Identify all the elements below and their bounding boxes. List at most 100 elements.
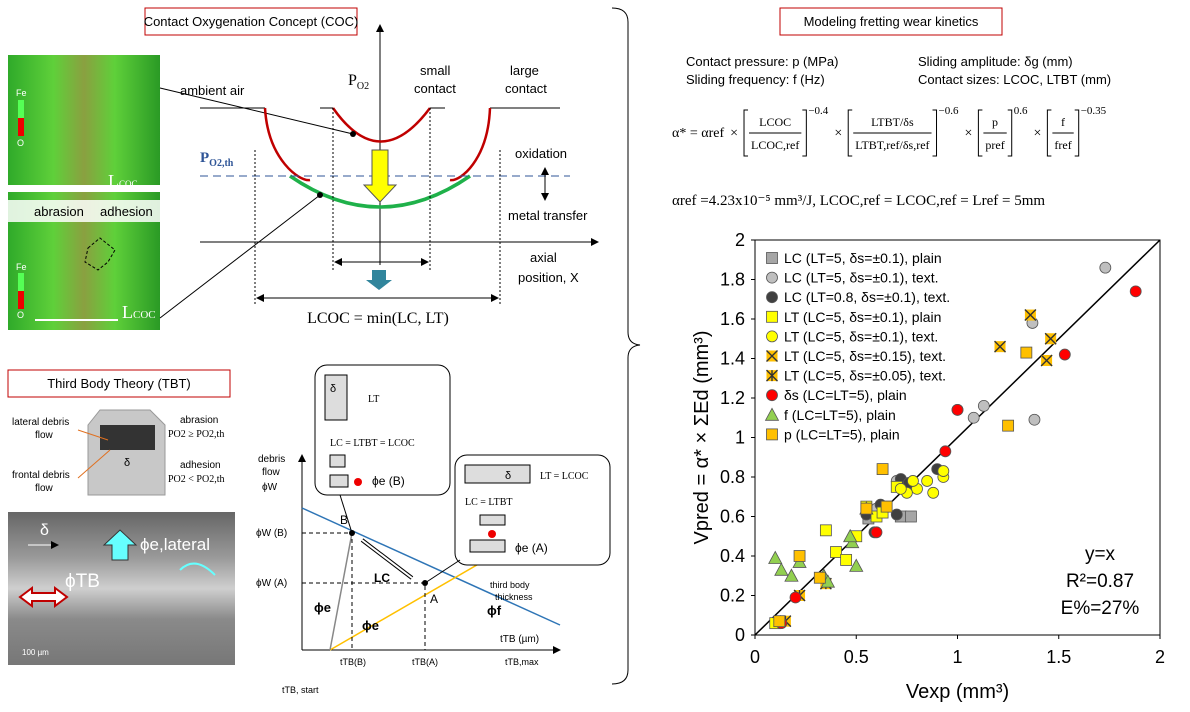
y-tick-label: 1	[735, 428, 745, 448]
label: debris	[258, 454, 285, 465]
square-marker	[880, 500, 893, 513]
label-bg	[8, 200, 188, 222]
param: Contact pressure: p (MPa)	[686, 54, 838, 69]
text-part: L	[122, 302, 133, 322]
denominator: LTBT,ref/δs,ref	[855, 138, 929, 152]
color-bar	[18, 100, 24, 118]
bracket	[611, 7, 641, 685]
scatter-plot: 0 0.5 1 1.5 2 0 0.2 0.4 0.6 0.8 1 1.2 1.4 1.6 1.8 2 Vexp…	[691, 230, 1165, 703]
square-marker	[773, 615, 786, 628]
y-tick-label: 0.6	[720, 507, 745, 527]
label: tTB (µm)	[500, 634, 539, 645]
label: ϕW (B)	[256, 528, 287, 539]
text-part: O2	[357, 81, 369, 92]
exponent: −0.4	[808, 105, 828, 117]
label: ϕTB	[65, 571, 100, 592]
eq-lead: α* = αref	[672, 126, 724, 141]
legend-marker	[766, 310, 778, 323]
annotation: R²=0.87	[1066, 571, 1134, 592]
label: tTB,max	[505, 657, 539, 667]
particle	[488, 530, 496, 538]
label: ϕW	[262, 482, 278, 493]
scale: 100 µm	[22, 648, 49, 657]
circle-marker	[870, 526, 883, 539]
denominator: fref	[1054, 138, 1071, 152]
particle	[354, 478, 362, 486]
contact	[100, 425, 155, 450]
numerator: LTBT/δs	[871, 115, 914, 129]
square-marker	[1002, 419, 1015, 432]
square-marker	[905, 510, 917, 523]
label: small	[420, 63, 450, 78]
numerator: f	[1061, 115, 1065, 129]
legend-label: p (LC=LT=5), plain	[784, 426, 900, 442]
leader	[424, 559, 461, 584]
triangle-marker	[768, 550, 783, 564]
annotation: y=x	[1085, 544, 1116, 565]
legend-marker	[766, 252, 778, 264]
shape	[329, 474, 349, 488]
label: flow	[262, 467, 281, 478]
marker-cross	[994, 340, 1007, 353]
circle-marker	[951, 403, 964, 416]
text-part: O2,th	[209, 158, 234, 169]
legend-label: LT (LC=5, δs=±0.1), text.	[784, 328, 938, 344]
legend-label: LT (LC=5, δs=±0.05), text.	[784, 368, 946, 384]
label: δ	[330, 383, 336, 395]
circle-marker	[937, 465, 950, 477]
x-tick-label: 0.5	[844, 647, 869, 667]
x-marker	[994, 340, 1007, 353]
circle-marker	[927, 486, 940, 499]
marker-cross	[1044, 332, 1057, 345]
label: tTB(A)	[412, 657, 438, 667]
outline	[84, 237, 116, 271]
label: flow	[35, 483, 54, 494]
circle-marker	[1129, 285, 1142, 298]
y-tick-label: 0.2	[720, 586, 745, 606]
label: third body	[490, 580, 530, 590]
small-contact-curve	[331, 107, 432, 143]
bracket	[1046, 109, 1080, 157]
y-axis-label: Vpred = α* × ΣEd (mm³)	[691, 331, 713, 545]
y-tick-label: 0.4	[720, 546, 745, 566]
marker-cross	[1024, 309, 1037, 322]
shape	[324, 374, 348, 421]
flow-line	[329, 532, 353, 651]
exponent: −0.6	[939, 105, 959, 117]
label: tTB(B)	[340, 657, 366, 667]
shape	[329, 454, 346, 468]
circle-marker	[907, 475, 919, 487]
title-box	[7, 369, 231, 398]
y-tick-label: 0	[735, 625, 745, 645]
label: ambient air	[180, 83, 245, 98]
square-marker	[813, 571, 826, 584]
text-part: P	[348, 72, 357, 89]
callout	[314, 364, 451, 496]
label: adhesion	[100, 204, 153, 219]
square-marker	[840, 554, 853, 566]
label: thickness	[495, 592, 533, 602]
legend-marker	[766, 330, 778, 343]
marker-cross	[766, 350, 778, 362]
flow	[179, 562, 216, 576]
label: Fe	[16, 262, 27, 272]
param: Sliding amplitude: δg (mm)	[918, 54, 1073, 69]
cyan-arrow	[102, 529, 138, 561]
times: ×	[1033, 126, 1041, 141]
red-arrow	[18, 586, 69, 608]
circle-marker	[1028, 413, 1041, 426]
circle-marker	[939, 445, 952, 458]
label: PO2 ≥ PO2,th	[168, 429, 224, 440]
label: ϕf	[487, 603, 502, 618]
square-marker	[830, 546, 842, 558]
block	[87, 409, 166, 496]
x-tick-label: 1.5	[1046, 647, 1071, 667]
label: B	[340, 513, 348, 527]
leader	[159, 87, 354, 135]
legend-marker	[766, 369, 778, 382]
square-marker	[1020, 346, 1033, 359]
circle-marker	[1058, 348, 1071, 361]
bracket	[847, 109, 938, 157]
label: LC	[374, 571, 390, 585]
